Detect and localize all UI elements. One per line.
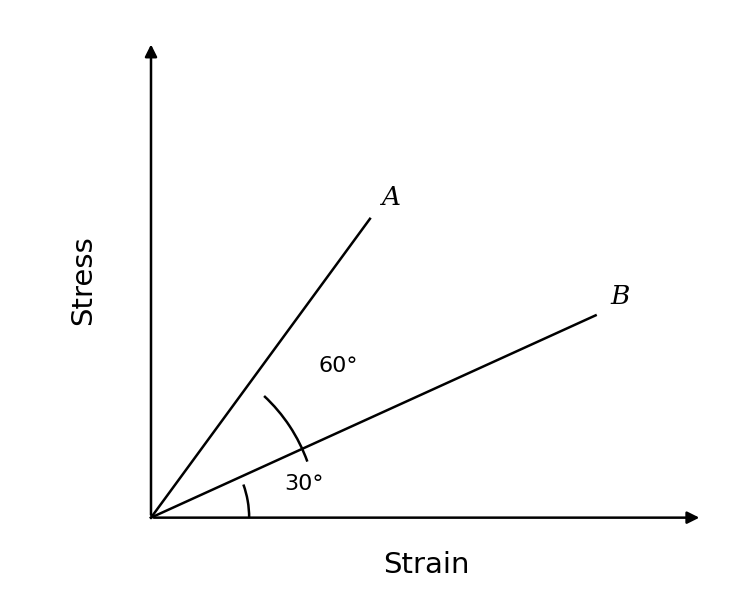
Text: 30°: 30° [285, 474, 324, 494]
Text: Strain: Strain [384, 551, 470, 580]
Text: Stress: Stress [69, 235, 97, 324]
Text: A: A [381, 185, 400, 210]
Text: B: B [611, 284, 630, 309]
Text: 60°: 60° [318, 356, 358, 375]
